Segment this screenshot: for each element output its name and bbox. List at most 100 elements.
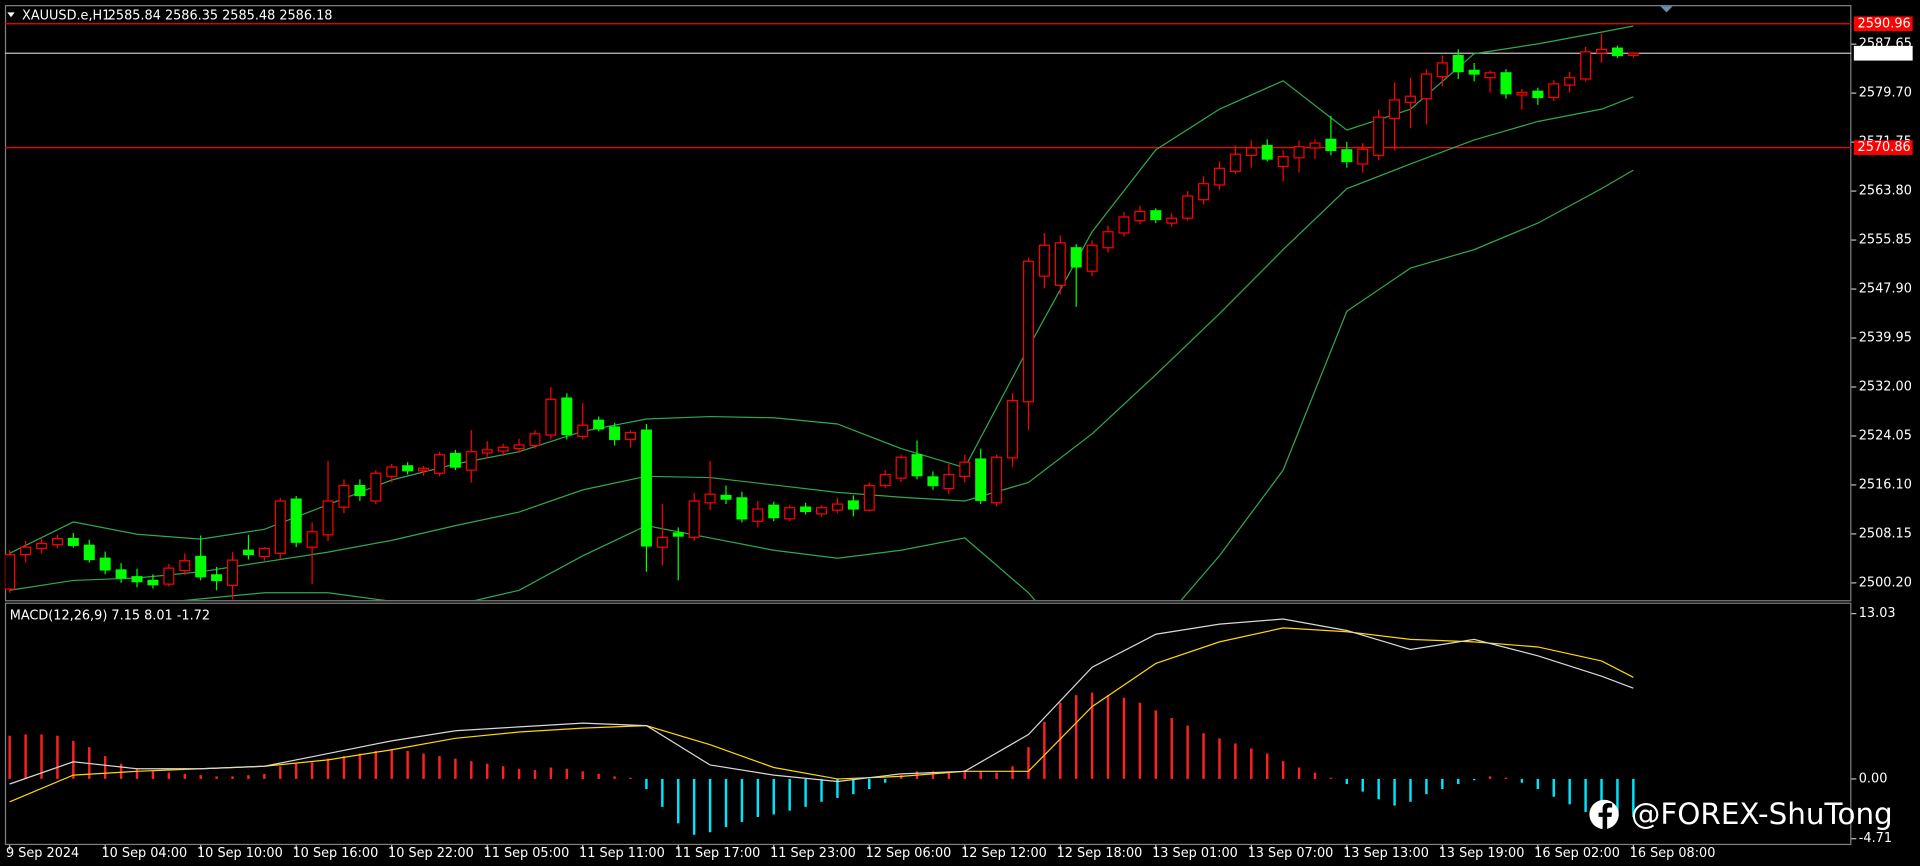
candle-body: [688, 500, 700, 538]
collapse-arrow[interactable]: [7, 12, 15, 18]
candle-body: [1596, 48, 1608, 54]
x-tick-label: 11 Sep 17:00: [675, 846, 761, 861]
candle-body: [1054, 242, 1066, 286]
x-tick-label: 11 Sep 11:00: [579, 846, 665, 861]
candle-body: [1389, 99, 1401, 120]
candle-body: [1548, 83, 1560, 99]
candle-body: [752, 508, 764, 522]
candle-body: [131, 576, 143, 583]
candle-body: [1611, 47, 1623, 57]
candle-body: [211, 574, 223, 582]
candle-body: [179, 560, 191, 572]
candle-body: [274, 500, 286, 554]
candle-body: [1532, 90, 1544, 99]
candle-body: [1166, 217, 1178, 224]
shift-marker: [1660, 6, 1673, 13]
candle-body: [879, 473, 891, 487]
price-level-label: 2586.18: [1858, 46, 1911, 61]
x-tick-label: 10 Sep 16:00: [293, 846, 379, 861]
macd-label: MACD(12,26,9) 7.15 8.01 -1.72: [10, 609, 210, 624]
candle-body: [67, 537, 79, 546]
x-tick-label: 16 Sep 08:00: [1630, 846, 1716, 861]
y-tick-label: 2555.85: [1859, 233, 1912, 248]
ohlc-label: 2585.84 2586.35 2585.48 2586.18: [108, 9, 333, 24]
y-tick-label: 2547.90: [1859, 282, 1912, 297]
x-tick-label: 12 Sep 06:00: [866, 846, 952, 861]
candle-body: [1198, 183, 1210, 201]
axes: 2500.20 2508.15 2516.10 2524.05 2532.00 2539.…: [6, 16, 1913, 861]
macd-tick-label: -4.71: [1859, 831, 1892, 846]
candle-body: [672, 532, 684, 537]
x-tick-label: 9 Sep 2024: [6, 846, 79, 861]
candle-body: [577, 424, 589, 437]
candle-body: [1022, 260, 1034, 403]
candle-body: [911, 454, 923, 477]
y-tick-label: 2539.95: [1859, 331, 1912, 346]
candle-body: [115, 569, 127, 579]
candle-body: [768, 504, 780, 519]
candle-body: [545, 398, 557, 436]
watermark: @FOREX-ShuTong: [1631, 797, 1893, 831]
bollinger-middle: [9, 96, 1634, 591]
candle-body: [816, 507, 828, 515]
candle-body: [4, 553, 16, 590]
candle-body: [863, 484, 875, 511]
symbol-title: XAUUSD.e,H1: [22, 9, 110, 24]
x-tick-label: 12 Sep 12:00: [961, 846, 1047, 861]
y-tick-label: 2508.15: [1859, 526, 1912, 541]
candle-body: [338, 484, 350, 508]
main-panel: [4, 23, 1852, 601]
candle-body: [1134, 210, 1146, 222]
x-tick-label: 11 Sep 05:00: [484, 846, 570, 861]
candle-body: [1213, 167, 1225, 186]
candle-body: [1500, 72, 1512, 95]
candle-body: [927, 476, 939, 487]
candle-body: [51, 537, 63, 546]
x-tick-label: 13 Sep 13:00: [1343, 846, 1429, 861]
candle-body: [800, 506, 812, 513]
x-tick-label: 10 Sep 10:00: [197, 846, 283, 861]
candle-body: [1293, 146, 1305, 159]
candle-body: [83, 544, 95, 561]
candle-body: [656, 536, 668, 548]
candle-body: [1373, 116, 1385, 156]
candle-body: [975, 458, 987, 501]
x-tick-label: 11 Sep 23:00: [770, 846, 856, 861]
candle-body: [1564, 77, 1576, 86]
candle-body: [306, 531, 318, 548]
candle-body: [370, 472, 382, 502]
candle-body: [720, 494, 732, 500]
candle-body: [1357, 148, 1369, 165]
candle-body: [449, 452, 461, 468]
candle-body: [831, 503, 843, 511]
x-tick-label: 13 Sep 07:00: [1248, 846, 1334, 861]
candle-body: [847, 500, 859, 510]
candle-body: [959, 461, 971, 477]
macd-signal-line: [9, 627, 1634, 803]
y-tick-label: 2579.70: [1859, 86, 1912, 101]
candle-body: [402, 465, 414, 472]
candle-body: [895, 456, 907, 479]
main-panel-border: [4, 5, 1852, 602]
candle-body: [640, 429, 652, 547]
y-tick-label: 2563.80: [1859, 184, 1912, 199]
candle-body: [1118, 216, 1130, 234]
x-tick-label: 10 Sep 22:00: [388, 846, 474, 861]
candle-body: [99, 557, 111, 571]
candle-body: [163, 567, 175, 585]
price-level-label: 2570.86: [1858, 140, 1911, 155]
candle-body: [1309, 142, 1321, 149]
candle-body: [147, 579, 159, 586]
candle-body: [386, 466, 398, 477]
candle-body: [1325, 138, 1337, 152]
candle-body: [354, 484, 366, 497]
x-tick-label: 16 Sep 02:00: [1534, 846, 1620, 861]
y-tick-label: 2516.10: [1859, 477, 1912, 492]
candle-body: [1468, 69, 1480, 75]
macd-tick-label: 0.00: [1859, 771, 1888, 786]
candle-body: [1261, 144, 1273, 160]
candle-body: [1341, 149, 1353, 163]
candle-body: [704, 493, 716, 504]
candle-body: [1404, 95, 1417, 103]
candle-body: [561, 397, 573, 436]
